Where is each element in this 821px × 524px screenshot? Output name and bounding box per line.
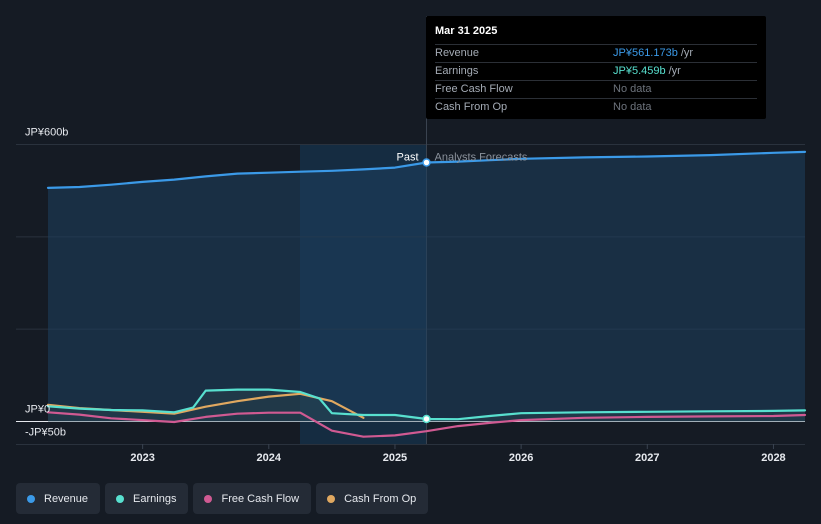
legend-item-revenue[interactable]: Revenue: [16, 483, 101, 514]
tooltip-label: Earnings: [435, 65, 479, 77]
y-axis-label: JP¥0: [25, 404, 50, 416]
tooltip-value: No data: [613, 101, 652, 113]
tooltip-value: JP¥561.173b: [613, 47, 678, 59]
legend-dot-icon: [27, 494, 35, 503]
earnings-marker: [422, 414, 431, 424]
tooltip-unit: /yr: [680, 47, 694, 59]
legend-label: Earnings: [133, 492, 177, 505]
hover-tooltip: Mar 31 2025 Revenue JP¥561.173b /yr Earn…: [426, 16, 766, 119]
revenue-marker: [422, 158, 431, 167]
x-tick-label: 2024: [257, 452, 282, 464]
revenue-area: [48, 151, 805, 422]
tooltip-value: JP¥5.459b: [613, 65, 666, 77]
y-axis-label: JP¥600b: [25, 127, 68, 139]
legend-label: Cash From Op: [344, 492, 417, 505]
tooltip-row-cash-from-op: Cash From Op No data: [435, 98, 757, 116]
tooltip-label: Cash From Op: [435, 101, 508, 113]
series-line-earnings: [46, 388, 807, 421]
x-tick-label: 2023: [130, 452, 154, 464]
forecast-label: Analysts Forecasts: [435, 152, 528, 164]
tooltip-value: No data: [613, 83, 652, 95]
tooltip-label: Free Cash Flow: [435, 83, 513, 95]
tooltip-unit: /yr: [668, 65, 681, 77]
legend-dot-icon: [204, 494, 213, 503]
legend-item-earnings[interactable]: Earnings: [105, 483, 189, 514]
x-tick-label: 2028: [761, 452, 785, 464]
tooltip-date: Mar 31 2025: [435, 25, 498, 37]
legend-item-cash-from-op[interactable]: Cash From Op: [316, 483, 429, 514]
legend-label: Free Cash Flow: [221, 492, 300, 505]
tooltip-row-free-cash-flow: Free Cash Flow No data: [435, 80, 757, 98]
x-tick-label: 2026: [509, 452, 533, 464]
chart-legend: Revenue Earnings Free Cash Flow Cash Fro…: [16, 483, 429, 514]
series-line-free-cash-flow: [46, 411, 807, 438]
legend-item-free-cash-flow[interactable]: Free Cash Flow: [193, 483, 312, 514]
tooltip-row-revenue: Revenue JP¥561.173b /yr: [435, 44, 757, 62]
legend-dot-icon: [116, 494, 125, 503]
tooltip-label: Revenue: [435, 47, 480, 59]
past-label: Past: [396, 152, 418, 164]
legend-dot-icon: [327, 494, 336, 503]
x-tick-label: 2025: [383, 452, 407, 464]
legend-label: Revenue: [44, 492, 89, 505]
x-tick-label: 2027: [635, 452, 659, 464]
y-axis-label: -JP¥50b: [25, 427, 66, 439]
series-line-revenue: [46, 150, 807, 189]
tooltip-row-earnings: Earnings JP¥5.459b /yr: [435, 62, 757, 80]
